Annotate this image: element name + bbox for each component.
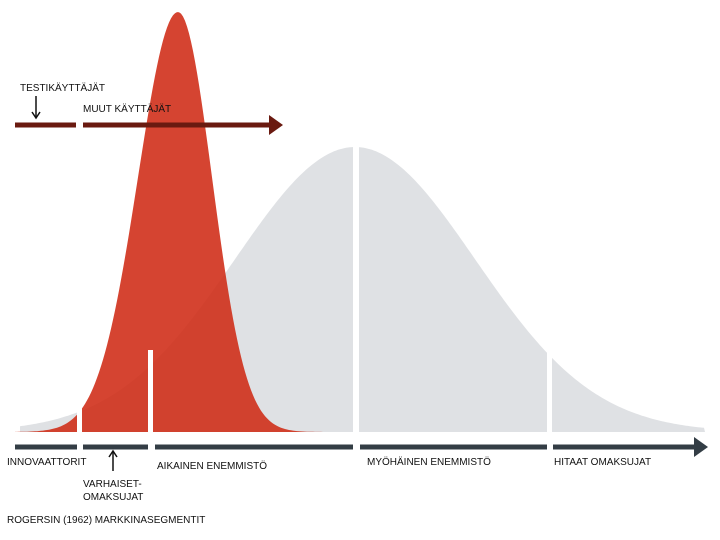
segment-label: OMAKSUJAT — [83, 492, 143, 503]
other-users-label: MUUT KÄYTTÄJÄT — [83, 103, 171, 115]
testers-label: TESTIKÄYTTÄJÄT — [20, 82, 105, 94]
segment-gaps — [77, 0, 552, 440]
users-arrowhead — [269, 115, 283, 135]
segment-label: INNOVAATTORIT — [7, 457, 86, 468]
axis-arrowhead — [694, 437, 708, 457]
segment-label: AIKAINEN ENEMMISTÖ — [157, 460, 267, 472]
testers-curve — [15, 12, 340, 432]
pointer-arrows — [31, 96, 118, 471]
caption: ROGERSIN (1962) MARKKINASEGMENTIT — [7, 515, 205, 526]
segment-label: MYÖHÄINEN ENEMMISTÖ — [367, 456, 491, 468]
segment-label: HITAAT OMAKSUJAT — [554, 457, 651, 468]
segment-label: VARHAISET- — [83, 479, 142, 490]
